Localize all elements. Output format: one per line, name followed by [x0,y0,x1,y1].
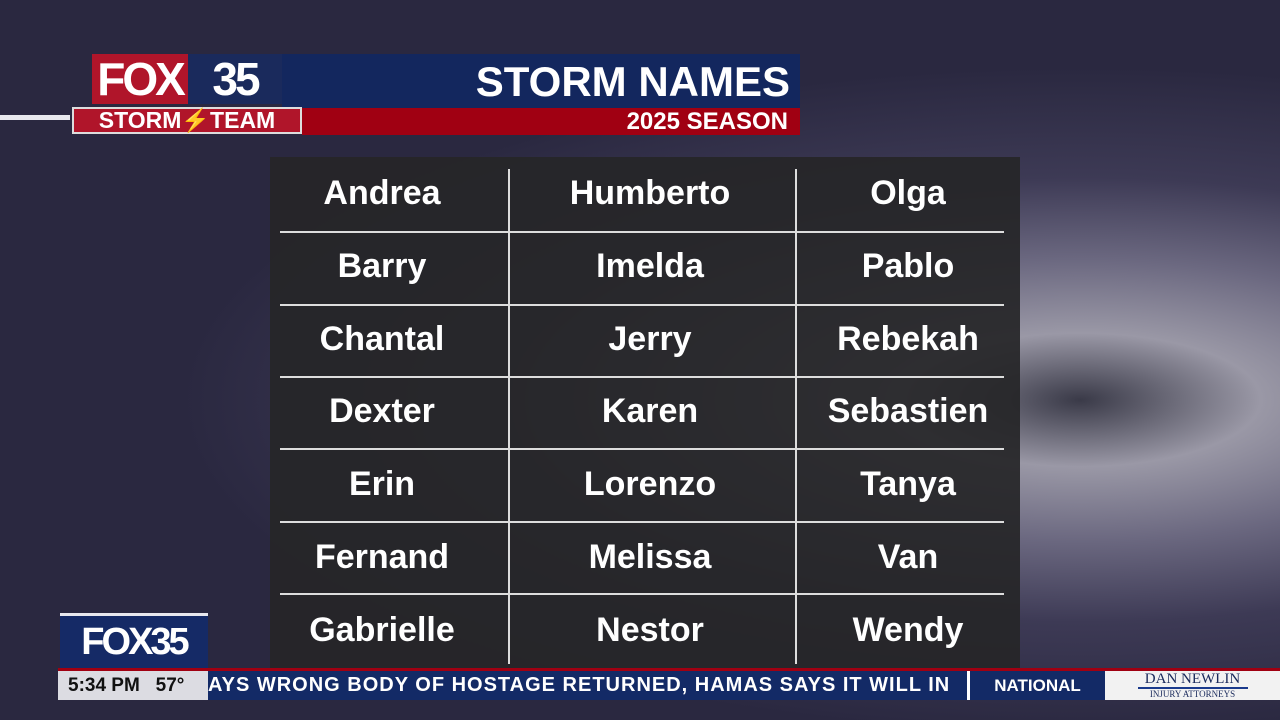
storm-name: Imelda [596,246,704,285]
time-temp: 5:34 PM 57° [58,671,208,700]
storm-name: Dexter [329,392,435,431]
fox-logo-number: 35 [188,54,282,104]
storm-names-table: Andrea Humberto Olga Barry Imelda Pablo Chanta… [270,157,1020,668]
news-crawl: AYS WRONG BODY OF HOSTAGE RETURNED, HAMA… [208,671,970,700]
page-title: STORM NAMES [282,54,800,108]
storm-name: Gabrielle [309,610,455,649]
sponsor-sub: INJURY ATTORNEYS [1137,687,1248,699]
storm-name: Sebastien [827,392,989,431]
storm-name: Wendy [852,610,964,649]
row-divider [280,303,1004,306]
storm-name: Lorenzo [583,465,717,504]
column-divider [508,169,510,664]
ticker-accent [58,668,1280,671]
temperature: 57° [155,675,185,696]
storm-name: Barry [337,246,427,285]
row-divider [280,592,1004,595]
row-divider [280,520,1004,523]
storm-team-logo: STORM⚡TEAM [72,107,302,134]
storm-name: Tanya [860,465,956,504]
storm-name: Rebekah [837,319,979,358]
sponsor-name: DAN NEWLIN [1144,671,1241,687]
sponsor-logo: DAN NEWLIN INJURY ATTORNEYS [1105,671,1280,700]
storm-name: Pablo [861,246,955,285]
storm-name: Andrea [323,174,441,212]
crawl-category: NATIONAL [970,671,1105,700]
storm-name: Fernand [314,538,450,576]
row-divider [280,448,1004,451]
storm-name: Melissa [588,538,712,576]
row-divider [280,231,1004,234]
column-divider [795,169,797,664]
storm-name: Olga [870,174,946,212]
row-divider [280,375,1004,378]
storm-name: Van [877,538,939,576]
time: 5:34 PM [68,675,140,696]
storm-name: Chantal [319,319,445,358]
storm-name: Nestor [596,610,704,649]
fox35-bug: FOX35 [60,613,208,668]
storm-name: Jerry [608,319,692,358]
header-line [0,115,70,120]
fox-logo: FOX [92,54,188,104]
storm-name: Humberto [569,174,731,212]
season-subtitle: 2025 SEASON [302,108,800,135]
storm-name: Erin [348,465,416,504]
storm-name: Karen [601,392,699,431]
